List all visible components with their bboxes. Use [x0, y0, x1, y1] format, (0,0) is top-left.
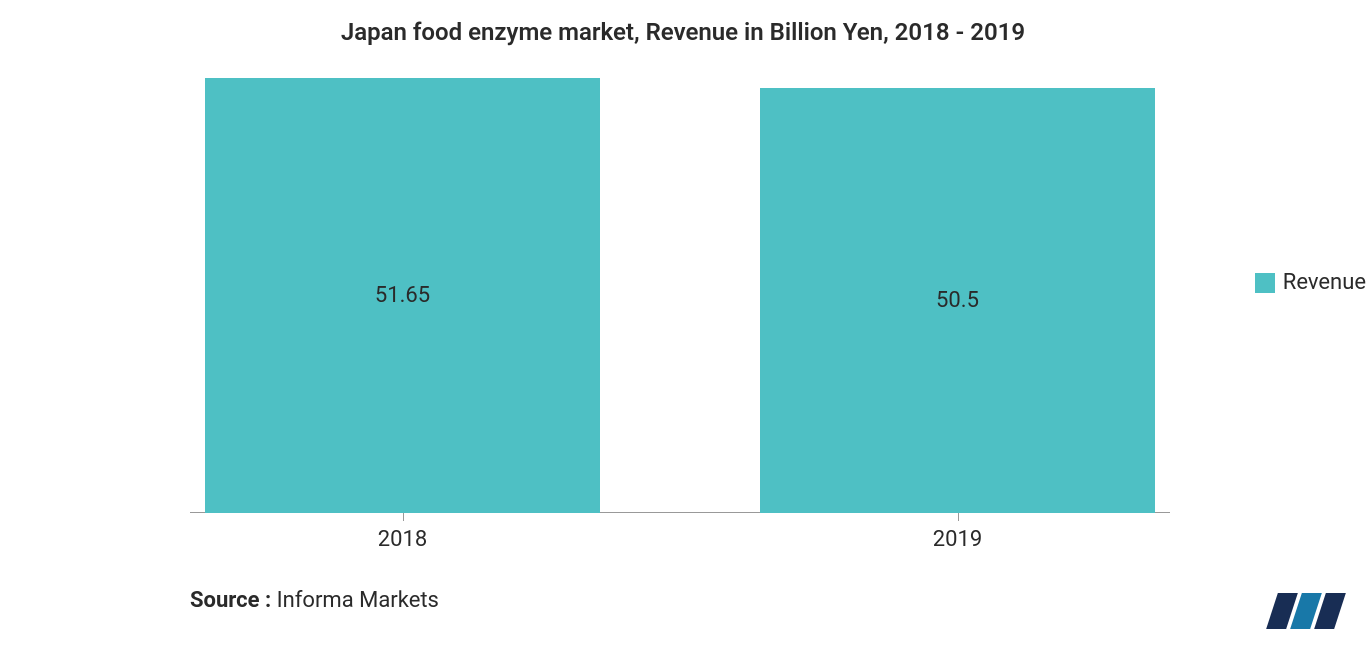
- bar-group: 50.52019: [760, 78, 1155, 513]
- chart-container: Japan food enzyme market, Revenue in Bil…: [0, 0, 1366, 655]
- source-prefix: Source :: [190, 588, 271, 613]
- source-attribution: Source : Informa Markets: [190, 588, 439, 613]
- x-axis-tick: [403, 513, 404, 521]
- legend-label: Revenue: [1283, 270, 1366, 295]
- bar: 50.5: [760, 88, 1155, 513]
- category-label: 2019: [760, 527, 1155, 552]
- bar-group: 51.652018: [205, 78, 600, 513]
- legend: Revenue: [1255, 270, 1366, 295]
- category-label: 2018: [205, 527, 600, 552]
- chart-title: Japan food enzyme market, Revenue in Bil…: [0, 0, 1366, 46]
- legend-swatch: [1255, 273, 1275, 293]
- bar: 51.65: [205, 78, 600, 513]
- brand-logo: [1272, 593, 1340, 629]
- plot-area: 51.652018 50.52019: [190, 78, 1170, 513]
- source-text: Informa Markets: [277, 588, 439, 613]
- x-axis-tick: [958, 513, 959, 521]
